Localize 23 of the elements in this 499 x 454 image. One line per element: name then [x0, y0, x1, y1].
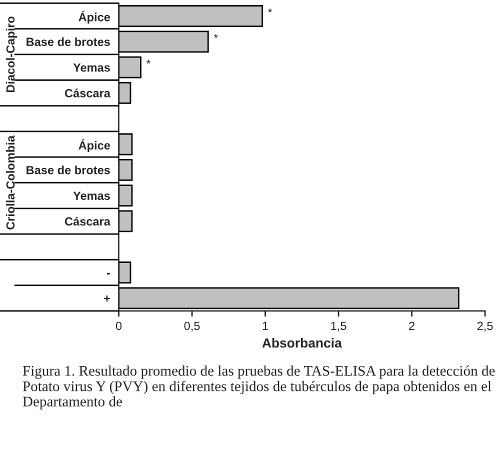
text: Diacol-Capiro	[6, 16, 17, 92]
text: Criolla-Colombia	[6, 135, 15, 230]
annotation: *	[146, 60, 150, 64]
x-tick-label: 1,5	[331, 322, 346, 332]
y-tick-label: Base de brotes	[26, 37, 110, 46]
x-tick-label: 2,5	[477, 322, 493, 332]
y-tick-label: Cáscara	[64, 88, 111, 98]
y-tick-label: Ápice	[78, 139, 110, 152]
y-tick-label: Yemas	[73, 192, 110, 200]
y-tick-label: -	[106, 273, 110, 274]
y-tick-label: Ápice	[78, 10, 110, 24]
y-tick-label: Cáscara	[64, 216, 111, 226]
x-tick-label: 0,5	[184, 322, 200, 332]
text: Figura 1. Resultado promedio de las pruebas de TAS-ELISA para la detección de Potato virus Y (PVY) en diferentes tejidos de tubérculos de papa obtenidos en el Departamento de	[22, 365, 495, 410]
x-tick-label: 1	[262, 322, 268, 330]
x-tick-label: 0	[116, 322, 122, 330]
annotation: *	[214, 34, 218, 38]
x-tick-label: 2	[409, 322, 414, 330]
x-axis-title: Absorbancia	[262, 338, 342, 348]
annotation: *	[268, 8, 272, 12]
y-tick-label: Base de brotes	[26, 166, 110, 174]
y-tick-label: +	[104, 296, 110, 302]
y-tick-label: Yemas	[73, 63, 110, 72]
